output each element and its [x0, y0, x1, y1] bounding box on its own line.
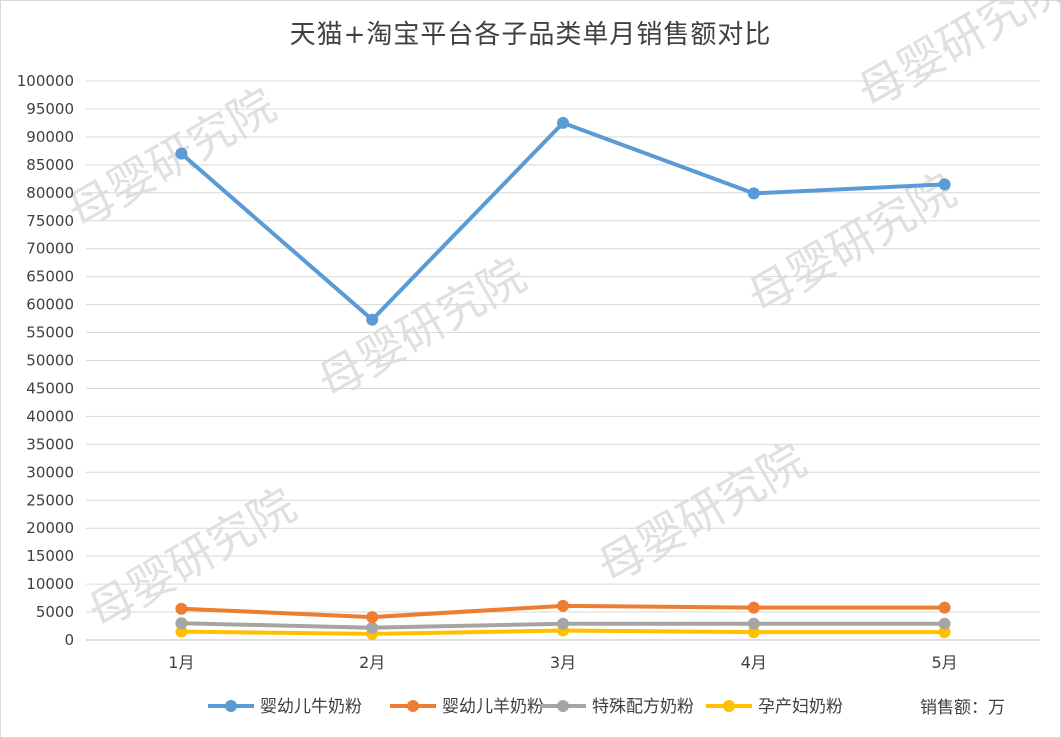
data-point: [175, 147, 188, 160]
y-tick-label: 30000: [26, 463, 74, 481]
y-axis-ticks: 0 5000 10000 15000 20000 25000 30000 35000 40000…: [17, 72, 74, 649]
y-tick-label: 90000: [26, 128, 74, 146]
data-point: [747, 626, 760, 639]
y-tick-label: 40000: [26, 407, 74, 425]
data-point: [366, 621, 379, 634]
legend-label: 特殊配方奶粉: [592, 697, 694, 717]
data-point: [747, 601, 760, 614]
legend-label: 孕产妇奶粉: [758, 697, 843, 717]
legend: 婴幼儿牛奶粉 婴幼儿羊奶粉 特殊配方奶粉 孕产妇奶粉: [208, 697, 843, 717]
data-point: [938, 626, 951, 639]
series-line: [180, 120, 945, 322]
x-axis-ticks: 1月 2月 3月 4月 5月: [168, 653, 957, 672]
legend-marker: [557, 700, 569, 712]
y-tick-label: 5000: [36, 603, 74, 621]
watermark-text: 母婴研究院: [589, 433, 815, 595]
x-tick-label: 2月: [359, 653, 385, 672]
y-tick-label: 25000: [26, 491, 74, 509]
unit-label: 销售额：万: [920, 698, 1005, 718]
y-tick-label: 15000: [26, 547, 74, 565]
series-layer: [175, 116, 951, 640]
data-point: [938, 178, 951, 191]
watermark-text: 母婴研究院: [309, 248, 535, 410]
data-point: [175, 617, 188, 630]
legend-marker: [723, 700, 735, 712]
data-point: [557, 116, 569, 129]
data-point: [366, 611, 379, 624]
y-tick-label: 75000: [26, 212, 74, 230]
data-point: [175, 602, 188, 615]
data-point: [747, 187, 760, 200]
data-point: [175, 625, 188, 638]
y-tick-label: 95000: [26, 100, 74, 118]
y-tick-label: 55000: [26, 324, 74, 342]
legend-marker: [225, 700, 237, 712]
data-point: [938, 617, 951, 630]
y-tick-label: 45000: [26, 379, 74, 397]
data-point: [557, 599, 569, 612]
y-tick-label: 35000: [26, 435, 74, 453]
legend-label: 婴幼儿羊奶粉: [442, 697, 544, 717]
data-point: [747, 617, 760, 630]
data-point: [938, 601, 951, 614]
watermark-text: 母婴研究院: [849, 0, 1061, 120]
watermark-text: 母婴研究院: [79, 478, 305, 640]
x-tick-label: 3月: [550, 653, 576, 672]
y-tick-label: 50000: [26, 352, 74, 370]
x-tick-label: 4月: [741, 653, 767, 672]
y-tick-label: 85000: [26, 156, 74, 174]
y-tick-label: 0: [64, 631, 74, 649]
chart-title: 天猫+淘宝平台各子品类单月销售额对比: [289, 20, 772, 50]
y-tick-label: 80000: [26, 184, 74, 202]
x-tick-label: 5月: [932, 653, 958, 672]
legend-marker: [407, 700, 419, 712]
y-tick-label: 60000: [26, 296, 74, 314]
y-tick-label: 20000: [26, 519, 74, 537]
y-tick-label: 65000: [26, 268, 74, 286]
y-tick-label: 100000: [17, 72, 74, 90]
gridlines: [86, 80, 1040, 641]
y-tick-label: 10000: [26, 575, 74, 593]
y-tick-label: 70000: [26, 240, 74, 258]
x-tick-label: 1月: [168, 653, 194, 672]
data-point: [366, 313, 379, 326]
data-point: [557, 617, 569, 630]
legend-label: 婴幼儿牛奶粉: [260, 697, 362, 717]
